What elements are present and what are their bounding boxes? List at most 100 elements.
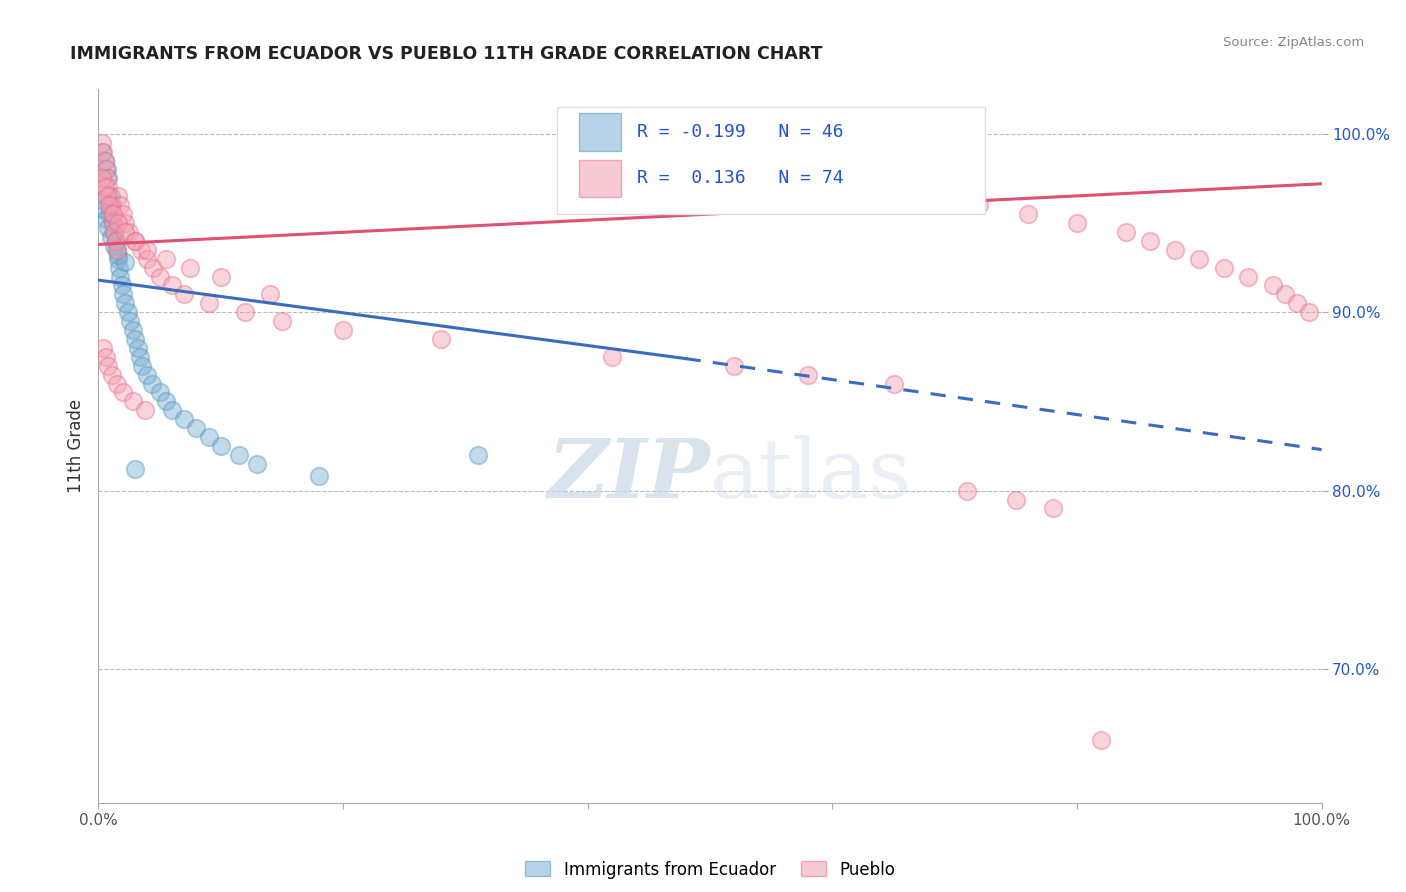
Point <box>101 216 124 230</box>
Point <box>142 260 165 275</box>
Point <box>197 430 219 444</box>
FancyBboxPatch shape <box>579 160 620 197</box>
Point <box>127 341 149 355</box>
Point <box>101 216 124 230</box>
Text: Source: ZipAtlas.com: Source: ZipAtlas.com <box>1223 36 1364 49</box>
Point <box>134 403 156 417</box>
Point <box>160 278 183 293</box>
Point <box>94 350 117 364</box>
Point <box>270 314 294 328</box>
Point <box>155 252 177 266</box>
Point <box>467 448 489 462</box>
Point <box>173 412 195 426</box>
Point <box>107 216 129 230</box>
Point <box>107 248 129 262</box>
Point <box>103 225 125 239</box>
Point <box>91 193 114 207</box>
Point <box>111 287 134 301</box>
Point <box>845 180 868 194</box>
Point <box>94 212 117 227</box>
Point <box>723 359 745 373</box>
Point <box>110 269 132 284</box>
Text: ZIP: ZIP <box>547 434 710 515</box>
Point <box>96 189 118 203</box>
FancyBboxPatch shape <box>579 113 620 151</box>
Point <box>1188 252 1211 266</box>
Point <box>173 287 195 301</box>
Point <box>129 243 152 257</box>
Point <box>96 171 118 186</box>
Point <box>111 278 134 293</box>
Point <box>91 145 114 159</box>
Text: R = -0.199   N = 46: R = -0.199 N = 46 <box>637 123 844 141</box>
Point <box>124 234 146 248</box>
Point <box>136 252 159 266</box>
Point <box>107 252 129 266</box>
Point <box>1090 733 1112 747</box>
Point <box>120 314 142 328</box>
Point <box>100 198 122 212</box>
Point <box>101 207 124 221</box>
Point <box>111 385 134 400</box>
Text: IMMIGRANTS FROM ECUADOR VS PUEBLO 11TH GRADE CORRELATION CHART: IMMIGRANTS FROM ECUADOR VS PUEBLO 11TH G… <box>70 45 823 62</box>
Point <box>97 221 120 235</box>
Point <box>97 180 120 194</box>
Point <box>96 162 118 177</box>
Point <box>121 323 143 337</box>
Point <box>91 202 114 216</box>
FancyBboxPatch shape <box>557 107 986 214</box>
Point <box>197 296 219 310</box>
Point <box>1274 287 1296 301</box>
Point <box>1066 216 1088 230</box>
Point <box>104 234 127 248</box>
Point <box>1115 225 1137 239</box>
Point <box>141 376 163 391</box>
Point <box>101 368 124 382</box>
Point <box>1237 269 1260 284</box>
Point <box>101 198 124 212</box>
Point <box>1042 501 1064 516</box>
Point <box>186 421 208 435</box>
Point <box>124 332 146 346</box>
Point <box>111 207 134 221</box>
Point <box>100 230 122 244</box>
Point <box>105 376 128 391</box>
Point <box>114 255 136 269</box>
Point <box>920 189 942 203</box>
Point <box>332 323 354 337</box>
Point <box>91 341 114 355</box>
Point <box>209 269 232 284</box>
Point <box>105 243 128 257</box>
Point <box>114 216 136 230</box>
Point <box>209 439 232 453</box>
Point <box>149 269 172 284</box>
Point <box>600 350 623 364</box>
Point <box>246 457 269 471</box>
Point <box>129 350 152 364</box>
Point <box>108 260 131 275</box>
Point <box>117 305 139 319</box>
Point <box>110 198 132 212</box>
Point <box>103 239 125 253</box>
Point <box>91 145 114 159</box>
Point <box>107 189 129 203</box>
Point <box>91 171 114 186</box>
Point <box>228 448 250 462</box>
Point <box>98 198 121 212</box>
Point <box>883 376 905 391</box>
Point <box>136 368 159 382</box>
Point <box>1164 243 1187 257</box>
Point <box>97 171 120 186</box>
Point <box>797 368 820 382</box>
Point <box>131 359 153 373</box>
Point <box>1261 278 1284 293</box>
Point <box>114 296 136 310</box>
Text: R =  0.136   N = 74: R = 0.136 N = 74 <box>637 169 844 187</box>
Point <box>105 243 128 257</box>
Point <box>1004 492 1026 507</box>
Point <box>124 234 146 248</box>
Point <box>104 234 127 248</box>
Point <box>1017 207 1039 221</box>
Point <box>967 198 990 212</box>
Text: atlas: atlas <box>710 434 912 515</box>
